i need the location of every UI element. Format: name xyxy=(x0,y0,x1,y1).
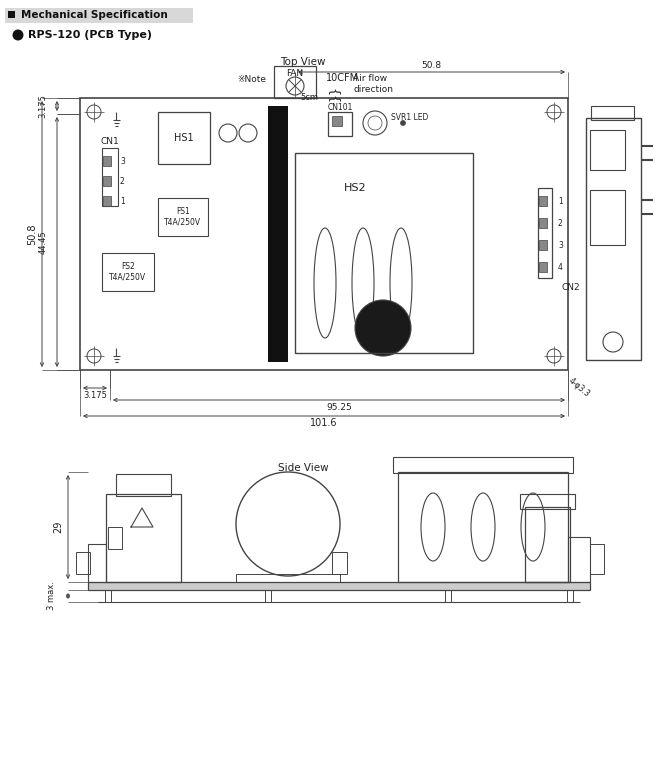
Bar xyxy=(80,98,568,370)
Bar xyxy=(539,262,547,272)
Bar xyxy=(586,118,641,360)
Bar xyxy=(268,106,288,362)
Bar xyxy=(538,188,552,278)
Bar xyxy=(445,590,451,602)
Bar xyxy=(568,537,590,582)
Bar xyxy=(590,130,625,170)
Circle shape xyxy=(401,120,405,126)
Text: 2: 2 xyxy=(120,176,125,185)
Text: 5cm: 5cm xyxy=(300,94,318,102)
Bar xyxy=(332,552,347,574)
Bar xyxy=(591,106,634,120)
Text: 3: 3 xyxy=(120,157,125,166)
Bar xyxy=(539,196,547,206)
Text: FS1
T4A/250V: FS1 T4A/250V xyxy=(164,207,202,226)
Text: 50.8: 50.8 xyxy=(421,61,442,70)
Bar xyxy=(105,590,111,602)
Bar xyxy=(88,544,106,582)
Bar xyxy=(102,253,154,291)
Bar xyxy=(393,457,573,473)
Text: CN1: CN1 xyxy=(100,138,119,147)
Bar xyxy=(328,112,352,136)
Text: 44.45: 44.45 xyxy=(38,230,48,254)
Text: HS2: HS2 xyxy=(344,183,366,193)
Text: {{: {{ xyxy=(326,88,340,104)
Text: 3.175: 3.175 xyxy=(38,94,48,118)
Bar xyxy=(590,544,604,574)
Bar xyxy=(590,190,625,245)
Bar xyxy=(398,472,568,582)
Text: RPS-120 (PCB Type): RPS-120 (PCB Type) xyxy=(28,30,152,40)
Bar xyxy=(76,552,90,574)
Bar xyxy=(520,494,575,509)
Text: SVR1 LED: SVR1 LED xyxy=(391,113,428,122)
Bar xyxy=(525,507,570,582)
Bar xyxy=(8,11,15,18)
Circle shape xyxy=(13,30,23,41)
Text: 50.8: 50.8 xyxy=(27,223,37,245)
Bar xyxy=(567,590,573,602)
Text: Side View: Side View xyxy=(277,463,328,473)
Text: 1: 1 xyxy=(120,197,125,205)
Bar xyxy=(274,66,316,98)
Circle shape xyxy=(355,300,411,356)
Text: 4-φ3.3: 4-φ3.3 xyxy=(567,376,592,400)
Bar xyxy=(116,474,171,496)
Text: ※Note: ※Note xyxy=(237,76,266,85)
Text: CN101: CN101 xyxy=(328,102,352,111)
Text: HS1: HS1 xyxy=(174,133,194,143)
Bar xyxy=(102,148,118,206)
Bar xyxy=(103,176,111,186)
Text: Top View: Top View xyxy=(280,57,326,67)
Text: 4: 4 xyxy=(558,263,563,272)
Bar xyxy=(236,574,340,582)
Bar xyxy=(539,218,547,228)
Text: 10CFM: 10CFM xyxy=(326,73,359,83)
Text: CN2: CN2 xyxy=(562,284,581,292)
Bar xyxy=(108,527,122,549)
Text: FS2
T4A/250V: FS2 T4A/250V xyxy=(109,262,147,282)
Text: 95.25: 95.25 xyxy=(326,403,352,412)
Bar xyxy=(103,156,111,166)
Text: 29: 29 xyxy=(53,521,63,533)
Bar xyxy=(106,494,181,582)
Bar xyxy=(103,196,111,206)
Text: 3.175: 3.175 xyxy=(83,391,107,400)
Text: Air flow
direction: Air flow direction xyxy=(353,74,393,94)
Bar xyxy=(332,116,342,126)
Bar xyxy=(295,153,473,353)
Text: 101.6: 101.6 xyxy=(310,418,338,428)
Bar xyxy=(539,240,547,250)
Text: FAN: FAN xyxy=(287,70,304,79)
Text: 3: 3 xyxy=(558,241,563,250)
Text: 1: 1 xyxy=(558,197,563,205)
Bar xyxy=(88,582,590,590)
Bar xyxy=(158,112,210,164)
Text: 2: 2 xyxy=(558,219,563,228)
Bar xyxy=(158,198,208,236)
Bar xyxy=(265,590,271,602)
Text: Mechanical Specification: Mechanical Specification xyxy=(21,11,168,20)
Bar xyxy=(5,8,193,23)
Text: 3 max.: 3 max. xyxy=(48,581,56,610)
